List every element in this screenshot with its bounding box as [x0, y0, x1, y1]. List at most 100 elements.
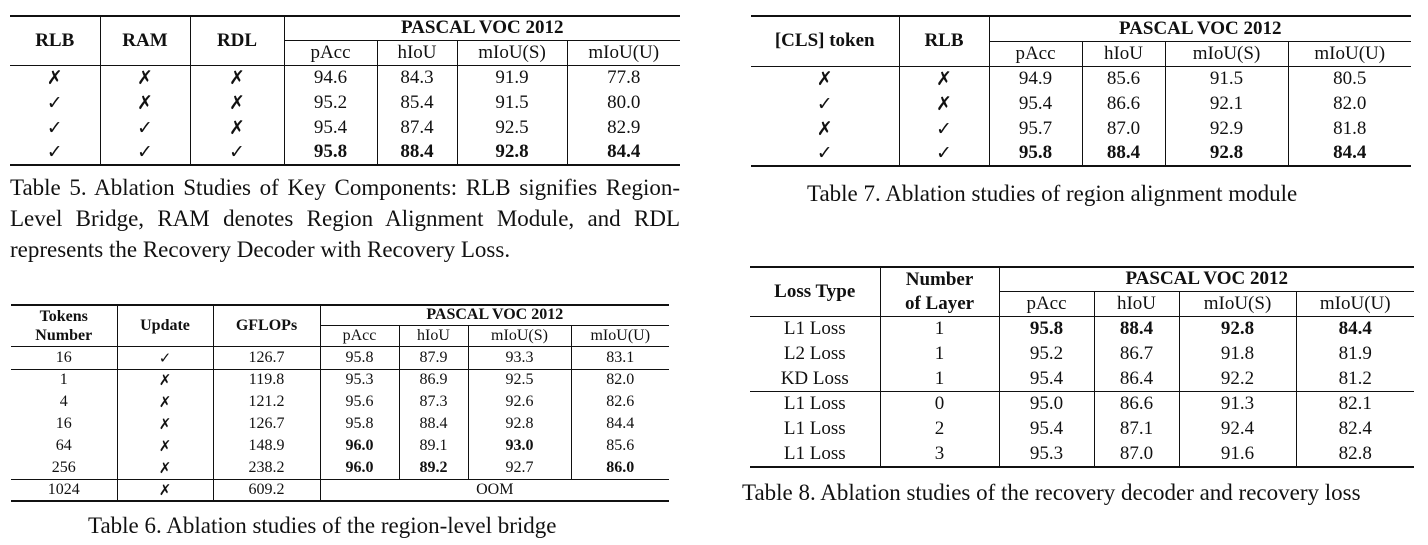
table-row: KD Loss 1 95.4 86.4 92.2 81.2: [750, 366, 1414, 392]
header-tokens-line1: Tokens: [39, 307, 88, 325]
header-miou-u: mIoU(U): [590, 326, 651, 344]
header-miou-s: mIoU(S): [457, 40, 568, 65]
loss-cell: L1 Loss: [750, 316, 881, 342]
table-row: ✗ ✗ 94.9 85.6 91.5 80.5: [751, 66, 1411, 91]
cls-mark: ✓: [751, 141, 900, 166]
miou-s-cell: 92.4: [1179, 416, 1297, 442]
header-cls-token: [CLS] token: [751, 16, 900, 66]
hiou-cell: 89.1: [399, 435, 469, 457]
ram-mark: ✓: [100, 115, 191, 140]
header-miou-u: mIoU(U): [1319, 292, 1391, 314]
header-pacc: pAcc: [989, 41, 1083, 66]
rlb-mark: ✗: [10, 65, 101, 90]
miou-s-cell: 92.8: [1179, 316, 1297, 342]
miou-u-cell: 82.8: [1338, 442, 1372, 464]
miou-s-cell: 93.3: [468, 346, 572, 369]
table-5-caption: Table 5. Ablation Studies of Key Compone…: [10, 175, 680, 262]
miou-u-cell: 81.2: [1338, 367, 1372, 389]
miou-u-cell: 84.4: [1333, 142, 1367, 163]
header-miou-s: mIoU(S): [1165, 41, 1289, 66]
header-gflops: GFLOPs: [213, 305, 321, 346]
miou-s-cell: 92.5: [468, 369, 572, 391]
rlb-mark: ✓: [10, 90, 101, 115]
layers-cell: 3: [880, 441, 1000, 467]
table-row: 64 ✗ 148.9 96.0 89.1 93.0 85.6: [11, 435, 669, 457]
pacc-cell: 95.3: [320, 369, 400, 391]
rdl-mark: ✓: [190, 140, 285, 165]
pacc-cell: 95.4: [999, 416, 1095, 442]
loss-cell: KD Loss: [750, 366, 881, 392]
header-group: PASCAL VOC 2012: [989, 16, 1411, 42]
pacc-cell: 95.4: [284, 115, 378, 140]
header-tokens-number: Tokens Number: [11, 305, 118, 346]
header-rlb: RLB: [899, 16, 990, 66]
table-row: L1 Loss 2 95.4 87.1 92.4 82.4: [750, 416, 1414, 442]
table-5: RLB RAM RDL PASCAL VOC 2012 pAcc hIoU mI…: [10, 15, 680, 166]
header-loss-type: Loss Type: [750, 267, 881, 317]
gflops-cell: 126.7: [213, 413, 321, 435]
pacc-cell: 95.8: [320, 346, 400, 369]
miou-s-cell: 92.8: [468, 413, 572, 435]
header-layer-line2: of Layer: [904, 293, 975, 314]
layers-cell: 0: [880, 391, 1000, 417]
hiou-cell: 89.2: [399, 457, 469, 479]
header-rlb: RLB: [10, 16, 101, 65]
miou-u-cell: 83.1: [606, 348, 635, 366]
miou-u-cell: 84.4: [1338, 318, 1372, 340]
gflops-cell: 609.2: [213, 479, 321, 501]
header-rdl: RDL: [190, 16, 285, 65]
table-row: L1 Loss 3 95.3 87.0 91.6 82.8: [750, 441, 1414, 467]
header-ram: RAM: [100, 16, 191, 65]
header-pacc: pAcc: [320, 325, 400, 346]
table-row: 4 ✗ 121.2 95.6 87.3 92.6 82.6: [11, 391, 669, 413]
header-hiou: hIoU: [377, 40, 458, 65]
miou-s-cell: 92.1: [1165, 91, 1289, 116]
miou-u-cell: 77.8: [607, 66, 641, 88]
update-mark: ✗: [117, 479, 214, 501]
table-6: Tokens Number Update GFLOPs PASCAL VOC 2…: [11, 304, 670, 502]
rlb-mark: ✗: [899, 91, 990, 116]
tokens-cell: 256: [11, 457, 118, 479]
loss-cell: L1 Loss: [750, 416, 881, 442]
miou-s-cell: 92.5: [457, 115, 568, 140]
tokens-cell: 4: [11, 391, 118, 413]
tokens-cell: 16: [11, 346, 118, 369]
header-miou-s: mIoU(S): [468, 325, 572, 346]
ram-mark: ✓: [100, 140, 191, 165]
miou-u-cell: 85.6: [606, 437, 635, 454]
miou-u-cell: 82.0: [606, 371, 635, 389]
miou-u-cell: 84.4: [606, 415, 635, 432]
pacc-cell: 95.8: [284, 140, 378, 165]
table-row: ✓ ✓ ✗ 95.4 87.4 92.5 82.9: [10, 115, 680, 140]
table-7: [CLS] token RLB PASCAL VOC 2012 pAcc hIo…: [751, 15, 1411, 167]
pacc-cell: 94.6: [284, 65, 378, 90]
miou-u-cell: 86.0: [606, 458, 635, 476]
table-row: ✗ ✓ 95.7 87.0 92.9 81.8: [751, 116, 1411, 141]
table-row: ✓ ✗ ✗ 95.2 85.4 91.5 80.0: [10, 90, 680, 115]
hiou-cell: 86.9: [399, 369, 469, 391]
header-number-of-layer: Number of Layer: [880, 267, 1000, 317]
layers-cell: 1: [880, 341, 1000, 367]
pacc-cell: 95.7: [989, 116, 1083, 141]
pacc-cell: 95.4: [999, 366, 1095, 392]
table-row: L1 Loss 1 95.8 88.4 92.8 84.4: [750, 316, 1414, 342]
rlb-mark: ✗: [899, 66, 990, 91]
miou-s-cell: 93.0: [468, 435, 572, 457]
header-update: Update: [117, 305, 214, 346]
miou-s-cell: 91.6: [1179, 441, 1297, 467]
hiou-cell: 86.4: [1094, 366, 1180, 392]
pacc-cell: 95.3: [999, 441, 1095, 467]
header-group: PASCAL VOC 2012: [320, 305, 670, 326]
rlb-mark: ✓: [10, 115, 101, 140]
table-row: 16 ✗ 126.7 95.8 88.4 92.8 84.4: [11, 413, 669, 435]
gflops-cell: 238.2: [213, 457, 321, 479]
header-layer-line1: Number: [905, 269, 974, 290]
table-8-caption: Table 8. Ablation studies of the recover…: [742, 480, 1361, 505]
rlb-mark: ✓: [10, 140, 101, 165]
layers-cell: 2: [880, 416, 1000, 442]
table-8: Loss Type Number of Layer PASCAL VOC 201…: [750, 266, 1414, 468]
pacc-cell: 96.0: [320, 435, 400, 457]
header-pacc: pAcc: [284, 40, 378, 65]
pacc-cell: 95.4: [989, 91, 1083, 116]
table-row: 256 ✗ 238.2 96.0 89.2 92.7 86.0: [11, 457, 669, 479]
